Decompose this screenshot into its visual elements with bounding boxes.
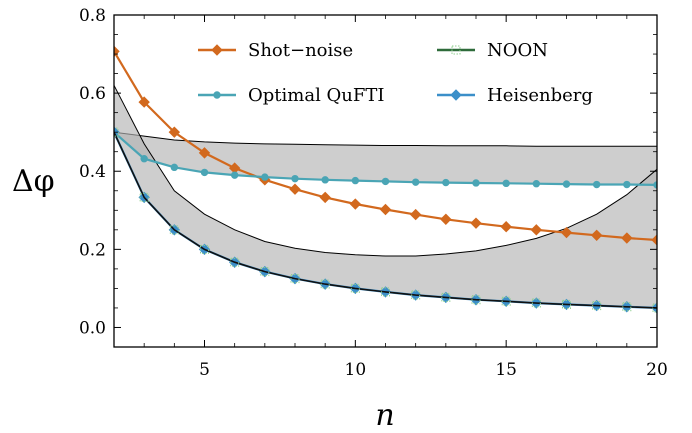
- data-point: [168, 126, 181, 138]
- band-upper-edge: [114, 131, 657, 147]
- legend-label: Shot−noise: [248, 40, 353, 61]
- y-axis-title: Δφ: [12, 164, 55, 199]
- y-tick-label: 0.2: [79, 240, 106, 260]
- x-tick-label: 20: [646, 360, 668, 380]
- data-point: [138, 96, 150, 108]
- uncertainty-band: [114, 132, 657, 185]
- data-point: [290, 274, 300, 284]
- x-tick-label: 10: [345, 360, 367, 380]
- legend-marker: [451, 45, 461, 55]
- legend-item: Shot−noise: [198, 40, 353, 61]
- data-point: [470, 217, 482, 229]
- data-point: [532, 180, 541, 188]
- data-point: [140, 155, 148, 163]
- data-point: [622, 302, 632, 312]
- data-point: [411, 178, 420, 186]
- series-line: [114, 131, 657, 309]
- data-point: [500, 220, 512, 233]
- y-tick-label: 0.0: [79, 318, 106, 338]
- legend-label: Heisenberg: [487, 85, 593, 106]
- legend-marker: [450, 89, 462, 101]
- data-point: [261, 173, 269, 181]
- data-point: [230, 257, 240, 267]
- data-point: [350, 283, 360, 293]
- data-point: [562, 299, 571, 309]
- data-point: [560, 226, 573, 239]
- data-point: [351, 176, 360, 185]
- y-tick-label: 0.6: [79, 84, 106, 104]
- data-point: [321, 176, 329, 184]
- data-point: [230, 171, 239, 179]
- data-point: [169, 225, 179, 235]
- data-point: [590, 229, 603, 241]
- data-point: [592, 180, 601, 189]
- legend-item: NOON: [437, 40, 548, 61]
- legend-label: Optimal QuFTI: [248, 85, 385, 106]
- data-point: [349, 198, 362, 210]
- x-axis-title: n: [375, 398, 394, 433]
- data-point: [621, 232, 633, 244]
- data-point: [531, 298, 541, 308]
- data-point: [442, 178, 450, 187]
- data-point: [441, 292, 451, 302]
- data-point: [139, 192, 149, 202]
- data-point: [319, 191, 331, 204]
- series-optimal-qufti: [114, 128, 657, 189]
- data-point: [381, 177, 390, 186]
- x-tick-label: 15: [495, 360, 517, 380]
- y-tick-label: 0.8: [79, 6, 106, 26]
- legend-marker: [211, 44, 223, 56]
- data-point: [381, 287, 390, 297]
- x-tick-label: 5: [199, 360, 210, 380]
- data-point: [472, 179, 480, 187]
- data-point: [651, 234, 657, 246]
- data-point: [320, 279, 330, 289]
- data-point: [200, 244, 209, 254]
- data-point: [471, 295, 481, 305]
- data-point: [623, 180, 631, 189]
- data-point: [530, 224, 543, 236]
- legend-marker: [213, 91, 221, 99]
- data-point: [289, 183, 301, 195]
- y-tick-label: 0.4: [79, 162, 106, 182]
- data-point: [501, 296, 511, 306]
- data-point: [291, 174, 299, 183]
- data-point: [562, 180, 571, 188]
- data-point: [411, 290, 421, 300]
- data-point: [440, 213, 452, 225]
- legend-label: NOON: [487, 40, 548, 61]
- legend-item: Heisenberg: [437, 85, 593, 106]
- data-point: [200, 168, 209, 177]
- data-point: [379, 203, 392, 216]
- data-point: [198, 147, 211, 159]
- data-point: [592, 301, 602, 311]
- data-point: [409, 208, 422, 221]
- legend-item: Optimal QuFTI: [198, 85, 385, 106]
- data-point: [260, 267, 270, 277]
- data-point: [502, 179, 510, 188]
- series-noon: [114, 127, 657, 313]
- uncertainty-band: [114, 85, 657, 308]
- data-point: [170, 163, 179, 172]
